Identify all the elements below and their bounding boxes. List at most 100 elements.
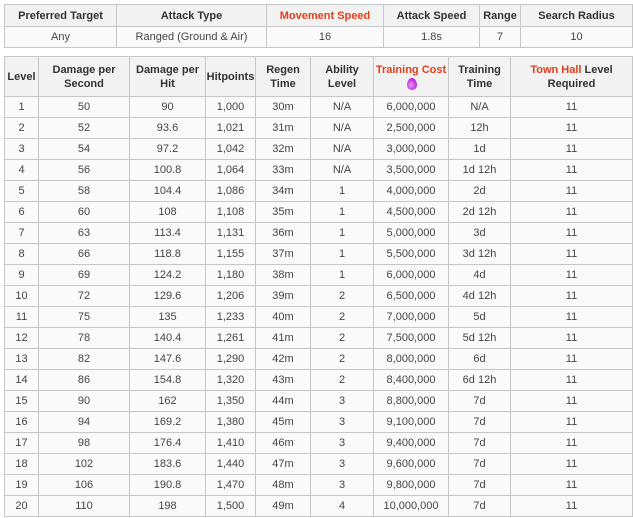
header-ability-level: Ability Level: [310, 56, 374, 97]
cell-training-time: 6d 12h: [448, 369, 511, 391]
table-row: 20 110 198 1,500 49m 4 10,000,000 7d 11: [4, 495, 633, 517]
cell-training-time: 3d: [448, 222, 511, 244]
cell-town-hall-required: 11: [510, 117, 633, 139]
cell-training-cost: 10,000,000: [373, 495, 449, 517]
cell-dph: 183.6: [129, 453, 206, 475]
cell-town-hall-required: 11: [510, 201, 633, 223]
cell-training-time: 7d: [448, 474, 511, 496]
cell-training-cost: 9,400,000: [373, 432, 449, 454]
table-row: 17 98 176.4 1,410 46m 3 9,400,000 7d 11: [4, 432, 633, 454]
cell-training-time: 7d: [448, 390, 511, 412]
header-movement-speed[interactable]: Movement Speed: [266, 4, 384, 27]
cell-dph: 135: [129, 306, 206, 328]
cell-dps: 72: [38, 285, 130, 307]
table-row: 19 106 190.8 1,470 48m 3 9,800,000 7d 11: [4, 474, 633, 496]
cell-town-hall-required: 11: [510, 432, 633, 454]
value-attack-type: Ranged (Ground & Air): [116, 26, 267, 48]
cell-town-hall-required: 11: [510, 369, 633, 391]
cell-hitpoints: 1,410: [205, 432, 256, 454]
header-preferred-target: Preferred Target: [4, 4, 117, 27]
cell-town-hall-required: 11: [510, 306, 633, 328]
cell-training-cost: 6,000,000: [373, 264, 449, 286]
cell-dph: 104.4: [129, 180, 206, 202]
cell-town-hall-required: 11: [510, 138, 633, 160]
cell-town-hall-required: 11: [510, 327, 633, 349]
cell-dph: 118.8: [129, 243, 206, 265]
town-hall-link[interactable]: Town Hall: [530, 63, 582, 76]
cell-hitpoints: 1,500: [205, 495, 256, 517]
cell-hitpoints: 1,206: [205, 285, 256, 307]
header-hitpoints: Hitpoints: [205, 56, 256, 97]
cell-training-time: 12h: [448, 117, 511, 139]
cell-town-hall-required: 11: [510, 180, 633, 202]
cell-hitpoints: 1,180: [205, 264, 256, 286]
cell-dph: 113.4: [129, 222, 206, 244]
cell-regen-time: 40m: [255, 306, 311, 328]
cell-town-hall-required: 11: [510, 243, 633, 265]
header-damage-per-hit: Damage per Hit: [129, 56, 206, 97]
cell-hitpoints: 1,380: [205, 411, 256, 433]
cell-regen-time: 42m: [255, 348, 311, 370]
summary-header-row: Preferred Target Attack Type Movement Sp…: [4, 4, 633, 27]
cell-training-cost: 4,000,000: [373, 180, 449, 202]
cell-hitpoints: 1,086: [205, 180, 256, 202]
cell-regen-time: 31m: [255, 117, 311, 139]
cell-town-hall-required: 11: [510, 96, 633, 118]
cell-ability-level: 1: [310, 201, 374, 223]
level-stats-table: Level Damage per Second Damage per Hit H…: [4, 56, 633, 517]
cell-regen-time: 43m: [255, 369, 311, 391]
cell-regen-time: 44m: [255, 390, 311, 412]
cell-dph: 154.8: [129, 369, 206, 391]
cell-town-hall-required: 11: [510, 264, 633, 286]
training-cost-link[interactable]: Training Cost: [375, 63, 447, 76]
cell-hitpoints: 1,155: [205, 243, 256, 265]
cell-ability-level: 1: [310, 180, 374, 202]
table-row: 8 66 118.8 1,155 37m 1 5,500,000 3d 12h 11: [4, 243, 633, 265]
cell-regen-time: 35m: [255, 201, 311, 223]
cell-hitpoints: 1,440: [205, 453, 256, 475]
cell-dps: 75: [38, 306, 130, 328]
header-range: Range: [479, 4, 521, 27]
cell-ability-level: 1: [310, 264, 374, 286]
cell-level: 13: [4, 348, 39, 370]
cell-training-cost: 9,600,000: [373, 453, 449, 475]
cell-training-time: 2d: [448, 180, 511, 202]
table-row: 14 86 154.8 1,320 43m 2 8,400,000 6d 12h 11: [4, 369, 633, 391]
cell-dps: 102: [38, 453, 130, 475]
cell-training-time: 4d 12h: [448, 285, 511, 307]
cell-dph: 124.2: [129, 264, 206, 286]
cell-training-cost: 6,000,000: [373, 96, 449, 118]
cell-ability-level: 1: [310, 243, 374, 265]
cell-town-hall-required: 11: [510, 222, 633, 244]
cell-regen-time: 36m: [255, 222, 311, 244]
cell-town-hall-required: 11: [510, 495, 633, 517]
cell-training-time: 1d: [448, 138, 511, 160]
header-training-cost[interactable]: Training Cost: [373, 56, 449, 97]
table-row: 9 69 124.2 1,180 38m 1 6,000,000 4d 11: [4, 264, 633, 286]
cell-hitpoints: 1,064: [205, 159, 256, 181]
cell-ability-level: 3: [310, 411, 374, 433]
cell-dph: 176.4: [129, 432, 206, 454]
table-row: 15 90 162 1,350 44m 3 8,800,000 7d 11: [4, 390, 633, 412]
cell-regen-time: 47m: [255, 453, 311, 475]
table-row: 10 72 129.6 1,206 39m 2 6,500,000 4d 12h 11: [4, 285, 633, 307]
cell-dph: 90: [129, 96, 206, 118]
cell-training-cost: 8,000,000: [373, 348, 449, 370]
cell-level: 15: [4, 390, 39, 412]
cell-training-time: 7d: [448, 432, 511, 454]
cell-training-time: 5d 12h: [448, 327, 511, 349]
cell-hitpoints: 1,470: [205, 474, 256, 496]
cell-training-time: 1d 12h: [448, 159, 511, 181]
cell-ability-level: 1: [310, 222, 374, 244]
cell-town-hall-required: 11: [510, 159, 633, 181]
cell-dph: 129.6: [129, 285, 206, 307]
cell-ability-level: 2: [310, 327, 374, 349]
cell-training-cost: 9,100,000: [373, 411, 449, 433]
cell-training-time: 4d: [448, 264, 511, 286]
header-attack-speed: Attack Speed: [383, 4, 480, 27]
cell-level: 16: [4, 411, 39, 433]
cell-level: 3: [4, 138, 39, 160]
cell-hitpoints: 1,021: [205, 117, 256, 139]
value-attack-speed: 1.8s: [383, 26, 480, 48]
cell-hitpoints: 1,131: [205, 222, 256, 244]
